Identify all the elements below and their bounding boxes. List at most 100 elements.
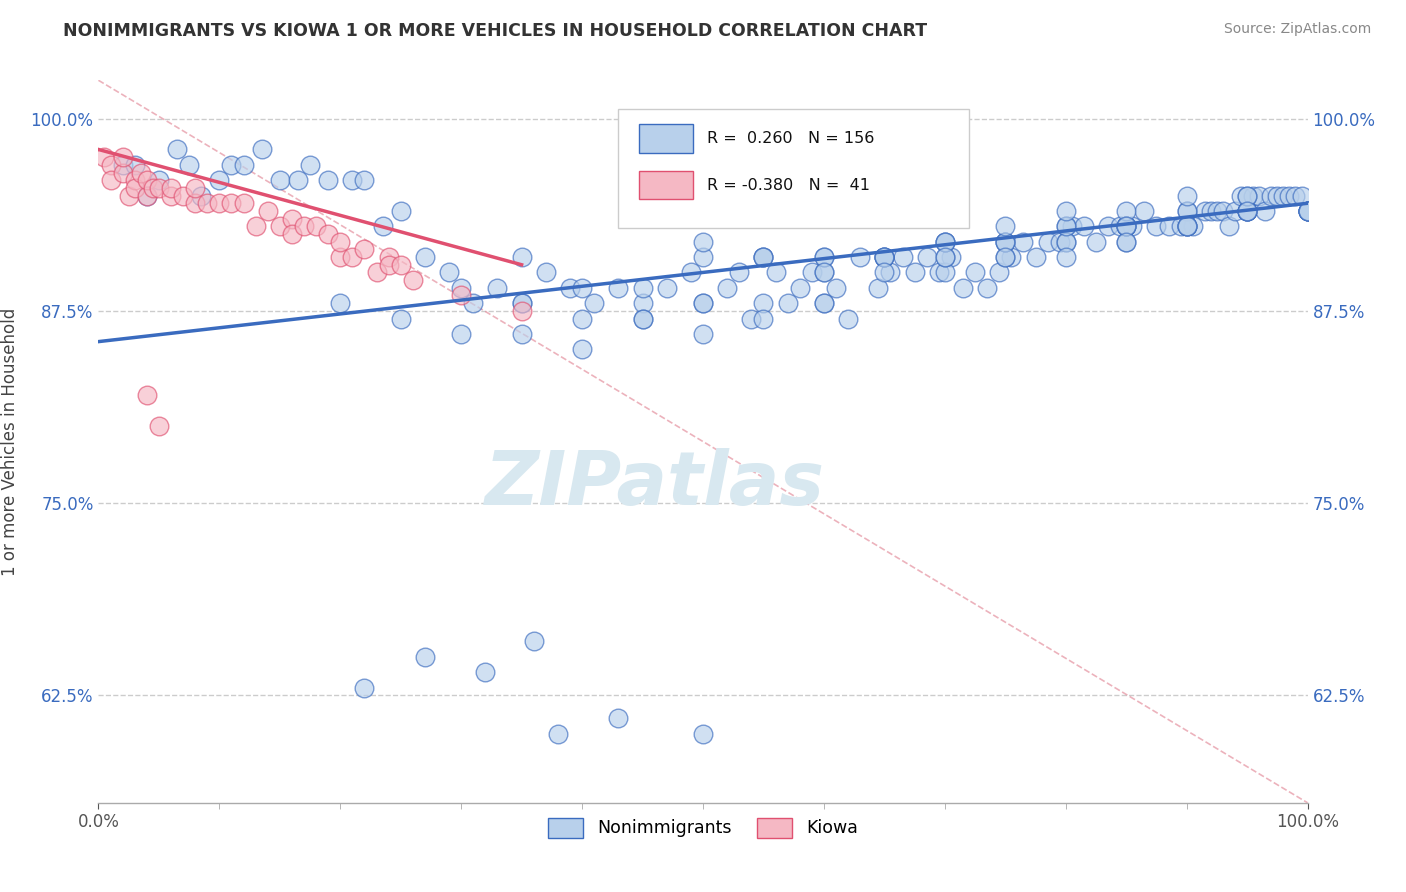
Point [245, 219, 267, 234]
Point [124, 173, 146, 187]
Point [752, 250, 775, 264]
Point [269, 219, 291, 234]
Point [510, 296, 533, 310]
Point [631, 281, 654, 295]
Point [813, 296, 835, 310]
Point [1254, 203, 1277, 218]
Point [1175, 219, 1198, 234]
Point [111, 158, 134, 172]
Point [679, 265, 702, 279]
Point [1296, 203, 1319, 218]
Point [692, 326, 714, 341]
Point [1000, 250, 1022, 264]
Point [160, 188, 183, 202]
Point [135, 388, 157, 402]
Point [316, 173, 339, 187]
Point [389, 258, 412, 272]
Point [765, 265, 787, 279]
Point [873, 250, 896, 264]
Point [510, 296, 533, 310]
Point [1296, 203, 1319, 218]
Point [1236, 203, 1258, 218]
Point [256, 203, 278, 218]
Legend: Nonimmigrants, Kiowa: Nonimmigrants, Kiowa [541, 811, 865, 845]
Point [377, 258, 399, 272]
Point [1175, 219, 1198, 234]
Point [1085, 235, 1108, 249]
Point [571, 343, 593, 357]
Point [124, 158, 146, 172]
Point [1109, 219, 1132, 234]
Point [510, 326, 533, 341]
Point [583, 296, 606, 310]
Point [124, 181, 146, 195]
Point [1249, 188, 1271, 202]
Point [118, 188, 141, 202]
Point [547, 726, 569, 740]
Point [631, 296, 654, 310]
Point [450, 288, 472, 302]
Point [208, 196, 231, 211]
Point [692, 296, 714, 310]
Point [934, 265, 956, 279]
Point [148, 181, 170, 195]
Point [195, 196, 218, 211]
Point [631, 311, 654, 326]
Point [135, 188, 157, 202]
FancyBboxPatch shape [619, 109, 969, 228]
Point [1175, 203, 1198, 218]
Point [825, 281, 848, 295]
Point [389, 203, 412, 218]
Point [994, 250, 1017, 264]
Point [558, 281, 581, 295]
Point [1115, 219, 1137, 234]
Point [1175, 203, 1198, 218]
Point [450, 281, 472, 295]
Point [752, 250, 775, 264]
Point [1115, 219, 1137, 234]
Point [873, 265, 896, 279]
Point [1054, 235, 1077, 249]
Point [1054, 219, 1077, 234]
Point [377, 250, 399, 264]
Point [873, 250, 896, 264]
Point [510, 250, 533, 264]
Point [316, 227, 339, 241]
Point [342, 173, 364, 187]
Point [789, 281, 811, 295]
Point [571, 311, 593, 326]
Point [1206, 203, 1229, 218]
Point [287, 173, 309, 187]
Point [994, 219, 1017, 234]
Point [353, 243, 375, 257]
Point [1296, 203, 1319, 218]
Point [1054, 250, 1077, 264]
Point [934, 235, 956, 249]
Point [342, 250, 364, 264]
Point [1236, 203, 1258, 218]
Point [1146, 219, 1168, 234]
Point [1175, 188, 1198, 202]
Point [928, 265, 950, 279]
Text: Source: ZipAtlas.com: Source: ZipAtlas.com [1223, 22, 1371, 37]
Point [486, 281, 509, 295]
Point [1212, 203, 1234, 218]
Point [813, 250, 835, 264]
Point [371, 219, 394, 234]
Point [221, 196, 243, 211]
Point [281, 227, 304, 241]
Point [571, 281, 593, 295]
Point [510, 304, 533, 318]
Point [353, 173, 375, 187]
Point [172, 188, 194, 202]
Point [463, 296, 485, 310]
Point [208, 173, 231, 187]
Point [1115, 235, 1137, 249]
Point [100, 173, 122, 187]
Point [752, 250, 775, 264]
Point [1272, 188, 1295, 202]
Point [437, 265, 460, 279]
Point [93, 150, 115, 164]
Point [413, 649, 436, 664]
Point [976, 281, 998, 295]
